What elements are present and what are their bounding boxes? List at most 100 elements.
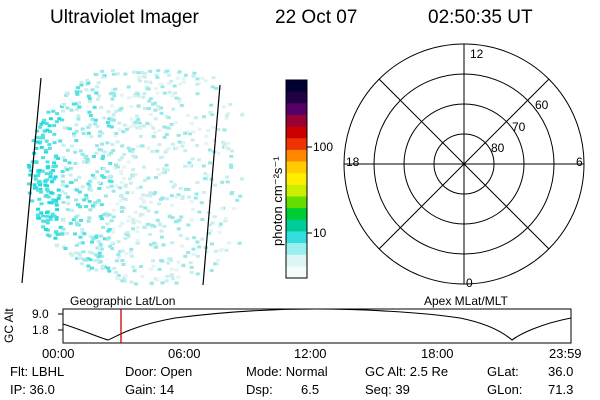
uv-pixel [119, 193, 124, 197]
uv-pixel [120, 210, 124, 213]
uv-pixel [26, 182, 31, 186]
uv-pixel [39, 122, 44, 126]
alt-label-1-8: 1.8 [32, 323, 49, 337]
colorbar-segment [286, 149, 307, 163]
uv-pixel [75, 203, 80, 207]
uv-pixel [114, 270, 118, 274]
uv-pixel [96, 239, 101, 243]
uv-pixel [164, 163, 169, 167]
uv-pixel [138, 79, 143, 83]
uv-pixel [138, 126, 143, 130]
uv-pixel [177, 82, 182, 86]
uv-pixel [94, 253, 99, 257]
uv-pixel [208, 223, 212, 227]
uv-pixel [31, 139, 36, 143]
colorbar-segment [286, 80, 307, 93]
uv-pixel [161, 243, 166, 247]
uv-pixel [162, 224, 167, 228]
uv-pixel [169, 194, 174, 198]
uv-pixel [110, 143, 115, 146]
uv-pixel [167, 90, 172, 94]
uv-pixel [153, 87, 158, 91]
uv-pixel [154, 176, 158, 179]
uv-pixel [82, 232, 87, 236]
uv-pixel [45, 214, 49, 218]
uv-pixel [200, 237, 205, 241]
uv-pixel [97, 186, 102, 190]
uv-pixel [38, 125, 43, 129]
uv-pixel [91, 237, 96, 241]
uv-pixel [100, 132, 105, 135]
uv-pixel [45, 218, 50, 222]
uv-pixel [79, 256, 84, 260]
gc-alt-axis-label: GC Alt [2, 308, 16, 343]
uv-pixel [113, 87, 118, 91]
uv-pixel [228, 103, 233, 106]
uv-pixel [100, 142, 105, 146]
uv-pixel [159, 258, 164, 262]
uv-pixel [211, 76, 216, 80]
uv-pixel [170, 216, 175, 220]
uv-pixel [148, 191, 153, 195]
colorbar-segment [286, 126, 307, 139]
uv-pixel [56, 188, 61, 192]
uv-pixel [87, 110, 92, 114]
uv-pixel [189, 265, 194, 269]
uv-pixel [134, 282, 138, 286]
uv-pixel [132, 94, 137, 98]
uv-pixel [39, 202, 44, 206]
uv-pixel [122, 165, 127, 169]
uv-pixel [157, 172, 162, 176]
uv-pixel [56, 156, 60, 160]
uv-pixel [180, 144, 185, 148]
uv-pixel [150, 225, 154, 229]
uv-pixel [146, 176, 151, 180]
altitude-curve [62, 308, 572, 341]
uv-pixel [124, 252, 129, 256]
uv-pixel [116, 274, 121, 277]
uv-pixel [77, 190, 82, 194]
uv-pixel [225, 180, 230, 184]
uv-pixel [52, 161, 57, 165]
uv-pixel [84, 258, 88, 262]
uv-pixel [47, 146, 52, 150]
uv-pixel [89, 135, 94, 139]
uv-pixel [62, 126, 67, 130]
uv-pixel [145, 222, 150, 226]
uv-pixel [46, 110, 51, 114]
uv-pixel [100, 264, 105, 268]
uv-pixel [41, 136, 46, 140]
uv-pixel [226, 147, 231, 151]
uv-pixel [65, 195, 70, 199]
uv-pixel [118, 186, 123, 190]
uv-pixel [156, 69, 161, 73]
uv-pixel [194, 192, 199, 196]
uv-pixel [181, 80, 186, 84]
uv-pixel [160, 85, 165, 89]
uv-pixel [170, 241, 175, 245]
uv-pixel [153, 108, 158, 112]
uv-pixel [163, 150, 168, 154]
uv-pixel [47, 124, 52, 128]
param-glon-label: GLon: [487, 382, 523, 397]
uv-pixel [132, 124, 137, 128]
uv-pixel [86, 264, 91, 268]
uv-pixel [121, 263, 126, 266]
uv-pixel [174, 281, 179, 285]
uv-pixel [95, 124, 100, 128]
uv-pixel [81, 250, 86, 254]
uv-pixel [181, 141, 186, 144]
uv-pixel [177, 97, 182, 101]
uv-pixel [33, 174, 38, 178]
uv-pixel [164, 133, 169, 136]
mlat-label-80: 80 [491, 141, 505, 155]
uv-pixel [224, 114, 229, 118]
uv-pixel [71, 218, 76, 222]
uv-pixel [61, 227, 66, 231]
uv-pixel [54, 203, 59, 207]
uv-pixel [33, 160, 38, 164]
uv-pixel [74, 198, 79, 202]
uv-pixel [121, 197, 126, 200]
uv-pixel [45, 221, 50, 225]
uv-pixel [96, 258, 101, 262]
